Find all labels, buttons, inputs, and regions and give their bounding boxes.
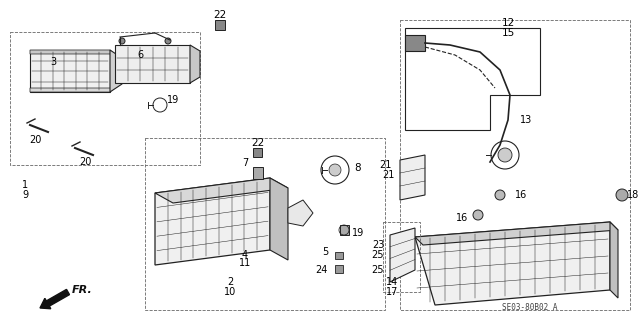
FancyArrow shape — [40, 289, 70, 309]
Circle shape — [495, 190, 505, 200]
Polygon shape — [610, 222, 618, 298]
Polygon shape — [415, 222, 618, 245]
Text: 19: 19 — [352, 228, 364, 238]
Polygon shape — [400, 155, 425, 200]
Text: 21: 21 — [380, 160, 392, 170]
Text: 6: 6 — [137, 50, 143, 60]
Bar — [215, 20, 225, 30]
Text: FR.: FR. — [72, 285, 93, 295]
Text: 16: 16 — [515, 190, 527, 200]
Text: 13: 13 — [520, 115, 532, 125]
Text: 9: 9 — [22, 190, 28, 200]
Text: 14: 14 — [386, 277, 398, 287]
Text: 12: 12 — [501, 18, 515, 28]
Circle shape — [616, 189, 628, 201]
Text: 23: 23 — [372, 240, 384, 250]
Polygon shape — [288, 200, 313, 226]
Circle shape — [119, 38, 125, 44]
Polygon shape — [270, 178, 288, 260]
Text: 16: 16 — [456, 213, 468, 223]
Text: 5: 5 — [322, 247, 328, 257]
Circle shape — [329, 164, 341, 176]
Bar — [335, 252, 343, 259]
Text: SE03-80B02 A: SE03-80B02 A — [502, 303, 557, 313]
Polygon shape — [415, 222, 610, 305]
Text: 24: 24 — [316, 265, 328, 275]
Text: 25: 25 — [372, 250, 384, 260]
Text: 19: 19 — [167, 95, 179, 105]
Text: 10: 10 — [224, 287, 236, 297]
Text: 25: 25 — [372, 265, 384, 275]
Circle shape — [473, 210, 483, 220]
Text: 17: 17 — [386, 287, 398, 297]
Polygon shape — [30, 50, 110, 92]
Text: 20: 20 — [79, 157, 91, 167]
Text: 4: 4 — [242, 250, 248, 260]
Text: 18: 18 — [627, 190, 639, 200]
Polygon shape — [155, 178, 288, 203]
Text: 20: 20 — [29, 135, 41, 145]
Bar — [335, 265, 343, 273]
Text: 21: 21 — [383, 170, 395, 180]
Polygon shape — [155, 178, 270, 265]
Text: 1: 1 — [22, 180, 28, 190]
Polygon shape — [115, 45, 190, 83]
Polygon shape — [390, 228, 415, 282]
Text: 3: 3 — [50, 57, 56, 67]
Text: 8: 8 — [355, 163, 362, 173]
Bar — [253, 148, 262, 157]
Text: 22: 22 — [252, 138, 264, 148]
Text: 22: 22 — [213, 10, 227, 20]
Polygon shape — [30, 88, 114, 92]
Bar — [253, 167, 263, 179]
Polygon shape — [110, 50, 122, 92]
Polygon shape — [30, 50, 114, 54]
Text: 11: 11 — [239, 258, 251, 268]
Circle shape — [165, 38, 171, 44]
Polygon shape — [190, 45, 200, 83]
Text: 7: 7 — [242, 158, 248, 168]
Bar — [405, 35, 425, 51]
Circle shape — [498, 148, 512, 162]
Bar — [340, 225, 349, 235]
Text: 2: 2 — [227, 277, 233, 287]
Text: 15: 15 — [501, 28, 515, 38]
